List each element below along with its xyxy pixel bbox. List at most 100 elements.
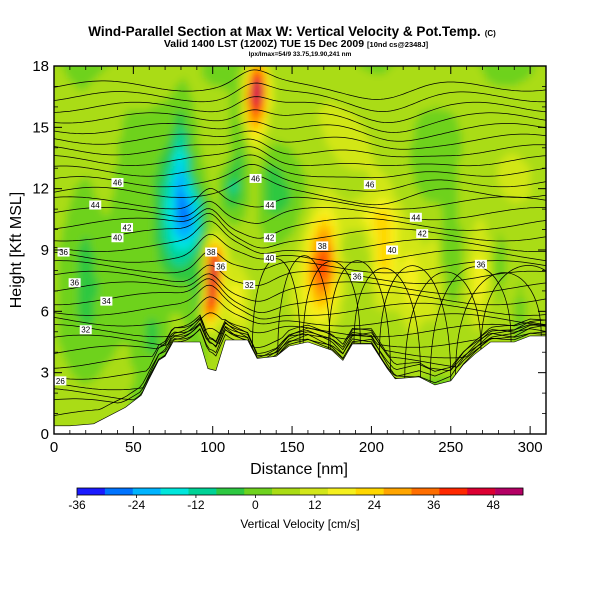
- field-cell: [218, 286, 223, 291]
- field-cell: [86, 374, 91, 379]
- field-cell: [118, 270, 123, 275]
- field-cell: [182, 310, 187, 315]
- field-cell: [126, 266, 131, 271]
- field-cell: [142, 198, 147, 203]
- field-cell: [130, 218, 135, 223]
- field-cell: [90, 86, 95, 91]
- field-cell: [74, 266, 79, 271]
- field-cell: [106, 254, 111, 259]
- field-cell: [126, 242, 131, 247]
- field-cell: [142, 282, 147, 287]
- field-cell: [118, 222, 123, 227]
- field-cell: [134, 78, 139, 83]
- field-cell: [130, 194, 135, 199]
- field-cell: [170, 294, 175, 299]
- field-cell: [70, 306, 75, 311]
- field-cell: [138, 214, 143, 219]
- field-cell: [142, 206, 147, 211]
- field-cell: [102, 262, 107, 267]
- field-cell: [210, 226, 215, 231]
- field-cell: [102, 250, 107, 255]
- field-cell: [242, 314, 247, 319]
- field-cell: [82, 366, 87, 371]
- field-cell: [154, 290, 159, 295]
- field-cell: [158, 214, 163, 219]
- field-cell: [162, 162, 167, 167]
- field-cell: [106, 394, 111, 399]
- field-cell: [226, 250, 231, 255]
- field-cell: [182, 182, 187, 187]
- field-cell: [194, 230, 199, 235]
- field-cell: [198, 294, 203, 299]
- field-cell: [166, 86, 171, 91]
- field-cell: [78, 198, 83, 203]
- field-cell: [166, 82, 171, 87]
- field-cell: [82, 70, 87, 75]
- field-cell: [198, 94, 203, 99]
- field-cell: [106, 82, 111, 87]
- field-cell: [146, 86, 151, 91]
- field-cell: [70, 418, 75, 423]
- field-cell: [126, 238, 131, 243]
- field-cell: [94, 418, 99, 423]
- field-cell: [82, 386, 87, 391]
- field-cell: [254, 286, 259, 291]
- field-cell: [222, 206, 227, 211]
- field-cell: [154, 262, 159, 267]
- field-cell: [138, 362, 143, 367]
- field-cell: [94, 278, 99, 283]
- field-cell: [206, 354, 211, 359]
- field-cell: [190, 306, 195, 311]
- field-cell: [206, 330, 211, 335]
- field-cell: [230, 246, 235, 251]
- field-cell: [126, 138, 131, 143]
- field-cell: [66, 374, 71, 379]
- field-cell: [54, 130, 59, 135]
- field-cell: [62, 350, 67, 355]
- field-cell: [206, 138, 211, 143]
- field-cell: [74, 138, 79, 143]
- field-cell: [74, 102, 79, 107]
- field-cell: [194, 234, 199, 239]
- field-cell: [66, 162, 71, 167]
- field-cell: [154, 302, 159, 307]
- field-cell: [246, 74, 251, 79]
- field-cell: [238, 310, 243, 315]
- field-cell: [146, 134, 151, 139]
- field-cell: [62, 278, 67, 283]
- field-cell: [54, 170, 59, 175]
- field-cell: [82, 322, 87, 327]
- field-cell: [250, 142, 255, 147]
- field-cell: [154, 326, 159, 331]
- field-cell: [218, 114, 223, 119]
- field-cell: [214, 94, 219, 99]
- field-cell: [138, 142, 143, 147]
- field-cell: [54, 154, 59, 159]
- field-cell: [86, 186, 91, 191]
- field-cell: [234, 242, 239, 247]
- field-cell: [126, 122, 131, 127]
- field-cell: [206, 134, 211, 139]
- field-cell: [254, 202, 259, 207]
- field-cell: [206, 90, 211, 95]
- field-cell: [102, 86, 107, 91]
- field-cell: [158, 158, 163, 163]
- field-cell: [90, 350, 95, 355]
- field-cell: [190, 194, 195, 199]
- field-cell: [130, 370, 135, 375]
- field-cell: [54, 182, 59, 187]
- field-cell: [158, 222, 163, 227]
- field-cell: [142, 162, 147, 167]
- field-cell: [238, 118, 243, 123]
- field-cell: [226, 74, 231, 79]
- field-cell: [250, 210, 255, 215]
- field-cell: [70, 166, 75, 171]
- field-cell: [174, 246, 179, 251]
- field-cell: [246, 134, 251, 139]
- field-cell: [118, 398, 123, 403]
- field-cell: [170, 282, 175, 287]
- field-cell: [254, 318, 259, 323]
- field-cell: [262, 94, 267, 99]
- field-cell: [230, 102, 235, 107]
- field-cell: [174, 106, 179, 111]
